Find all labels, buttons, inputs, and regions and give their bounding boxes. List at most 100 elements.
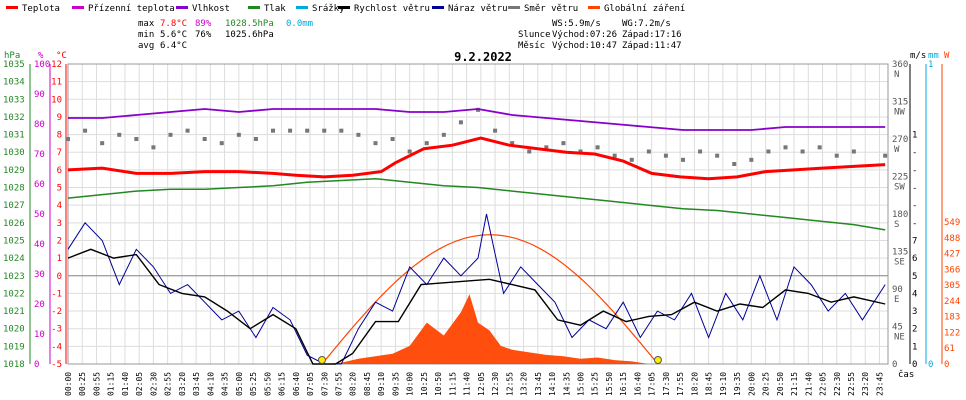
tick-ms: - (912, 166, 917, 176)
tick-w: 549 (944, 218, 960, 228)
wind-dir-point (749, 157, 754, 162)
tick-dir: 360 (892, 60, 908, 70)
tick-pct: 70 (34, 150, 45, 160)
tick-hpa: 1034 (3, 78, 25, 88)
x-tick-label: 22:30 (833, 372, 842, 396)
legend-label: Přízenní teplota (88, 4, 175, 14)
tick-degc: 12 (51, 60, 62, 70)
chart-title: 9.2.2022 (454, 50, 512, 64)
wind-dir-point (766, 149, 771, 154)
x-tick-label: 02:05 (135, 372, 144, 396)
x-tick-label: 01:15 (107, 372, 116, 396)
legend-label: Rychlost větru (354, 4, 430, 14)
x-tick-label: 21:40 (804, 372, 813, 396)
stats-avg-label: avg (138, 41, 154, 51)
tick-hpa: 1026 (3, 219, 25, 229)
tick-w: 366 (944, 265, 960, 275)
legend-label: Směr větru (524, 4, 578, 14)
stats-block: max 7.8°C 89% 1028.5hPa 0.0mm min 5.6°C … (138, 19, 313, 51)
tick-w: 488 (944, 234, 960, 244)
x-tick-label: 12:30 (491, 372, 500, 396)
tick-pct: 60 (34, 180, 45, 190)
wind-dir-point (441, 132, 446, 137)
stats-min-press: 1025.6hPa (225, 30, 274, 40)
x-tick-label: 05:00 (235, 372, 244, 396)
tick-hpa: 1028 (3, 184, 25, 194)
x-tick-label: 17:55 (676, 372, 685, 396)
tick-hpa: 1032 (3, 113, 25, 123)
stats-min-hum: 76% (195, 30, 212, 40)
info-wg: WG:7.2m/s (622, 19, 671, 29)
wind-dir-point (151, 145, 156, 150)
tick-hpa: 1031 (3, 131, 25, 141)
tick-pct: 0 (34, 360, 39, 370)
tick-pct: 80 (34, 120, 45, 130)
legend-swatch (6, 6, 18, 9)
tick-w: 183 (944, 313, 960, 323)
x-tick-label: 17:30 (662, 372, 671, 396)
x-tick-label: 23:20 (861, 372, 870, 396)
x-tick-label: 13:20 (520, 372, 529, 396)
x-tick-label: 10:00 (406, 372, 415, 396)
tick-degc: 4 (57, 201, 62, 211)
theoretical-radiation-curve (321, 234, 659, 365)
wind-dir-point (390, 137, 395, 141)
x-tick-label: 20:50 (776, 372, 785, 396)
wind-dir-point (578, 149, 583, 154)
wind-gust-line (67, 213, 886, 365)
wind-dir-point (100, 141, 105, 146)
tick-dir-name: SW (894, 183, 905, 193)
x-tick-label: 11:40 (463, 372, 472, 396)
x-tick-label: 13:45 (534, 372, 543, 396)
tick-ms: - (912, 148, 917, 158)
tick-hpa: 1029 (3, 166, 25, 176)
wind-dir-point (663, 153, 668, 158)
legend-swatch (338, 6, 350, 9)
series-layer (66, 107, 888, 365)
tick-dir-name: N (894, 70, 899, 80)
axis-label-x: čas (898, 369, 914, 380)
stats-min-temp: 5.6°C (160, 30, 187, 40)
tick-pct: 50 (34, 210, 45, 220)
tick-dir-name: W (894, 145, 900, 155)
pressure-line (67, 177, 886, 231)
tick-degc: -4 (51, 342, 62, 352)
x-tick-label: 00:00 (64, 372, 73, 396)
tick-hpa: 1033 (3, 95, 25, 105)
x-tick-label: 02:30 (149, 372, 158, 396)
legend-label: Teplota (22, 4, 60, 14)
axis-label-pct: % (38, 51, 44, 61)
x-tick-label: 09:35 (391, 372, 400, 396)
tick-hpa: 1035 (3, 60, 25, 70)
x-tick-label: 20:25 (762, 372, 771, 396)
tick-degc: 2 (57, 236, 62, 246)
wind-dir-point (185, 128, 190, 133)
tick-degc: 7 (57, 148, 62, 158)
x-tick-label: 07:05 (306, 372, 315, 396)
wind-dir-point (595, 145, 600, 150)
tick-ms: - (912, 219, 917, 229)
x-tick-label: 16:15 (619, 372, 628, 396)
tick-dir: 135 (892, 248, 908, 258)
x-tick-label: 08:20 (349, 372, 358, 396)
wind-dir-point (322, 128, 327, 133)
tick-dir: 225 (892, 173, 908, 183)
stats-max-press: 1028.5hPa (225, 19, 274, 29)
legend-swatch (588, 6, 600, 9)
tick-ms: 1 (912, 342, 917, 352)
legend-label: Globální záření (604, 4, 685, 14)
x-tick-label: 18:45 (705, 372, 714, 396)
tick-degc: 1 (57, 254, 62, 264)
wind-dir-point (561, 141, 566, 146)
tick-ms: 7 (912, 236, 917, 246)
x-tick-label: 15:00 (577, 372, 586, 396)
x-tick-label: 15:25 (591, 372, 600, 396)
tick-mm: 1 (928, 60, 933, 70)
wind-dir-point (851, 149, 856, 154)
x-tick-label: 07:55 (334, 372, 343, 396)
legend-label: Tlak (264, 4, 286, 14)
wind-speed-line (67, 248, 886, 365)
tick-degc: 10 (51, 95, 62, 105)
x-tick-label: 20:00 (747, 372, 756, 396)
x-tick-label: 14:35 (562, 372, 571, 396)
